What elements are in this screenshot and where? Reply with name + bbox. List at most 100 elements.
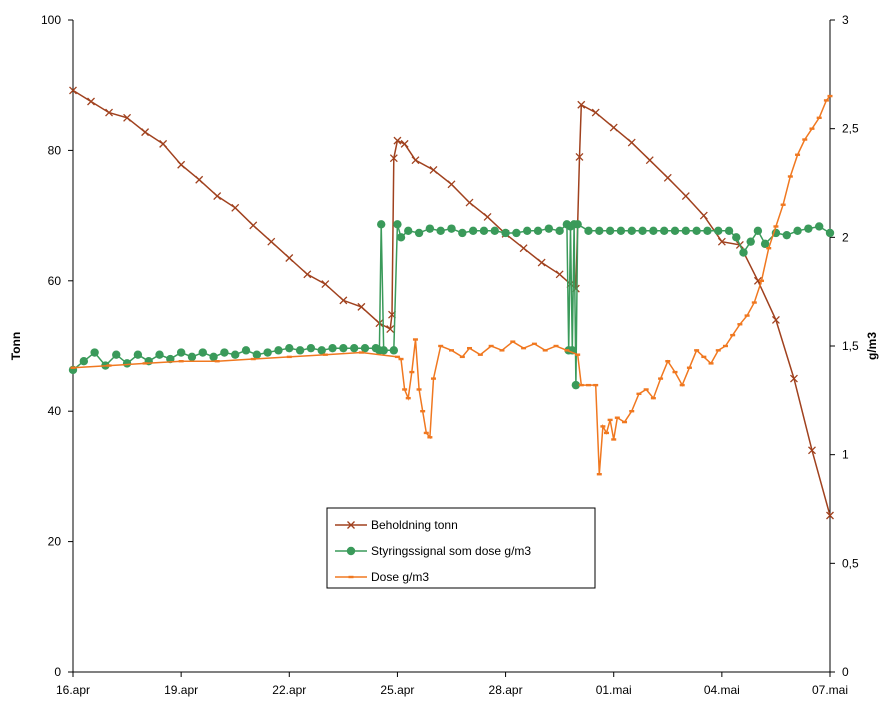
data-point	[404, 226, 413, 236]
data-point	[393, 220, 402, 229]
data-point	[568, 346, 577, 355]
data-point	[479, 226, 489, 236]
data-point	[447, 224, 456, 233]
data-point	[285, 254, 294, 262]
data-point	[789, 374, 798, 383]
data-point	[795, 153, 801, 156]
data-point	[804, 224, 813, 233]
data-point	[544, 224, 554, 233]
data-point	[328, 343, 337, 353]
data-point	[593, 383, 599, 387]
data-point	[252, 350, 262, 359]
data-point	[339, 296, 348, 305]
y-right-tick-label: 3	[842, 13, 849, 27]
series-1	[68, 220, 835, 390]
data-point	[533, 226, 543, 236]
series-line	[72, 89, 831, 516]
data-point	[577, 100, 586, 109]
data-point	[187, 352, 197, 362]
data-point	[629, 410, 635, 413]
series-line	[72, 95, 831, 475]
data-point	[681, 226, 691, 236]
data-point	[737, 323, 743, 326]
y-left-tick-label: 60	[48, 274, 62, 288]
data-point	[322, 353, 328, 356]
y-left-tick-label: 0	[54, 665, 61, 679]
data-point	[649, 226, 658, 236]
data-point	[802, 138, 808, 141]
legend-label: Dose g/m3	[371, 570, 429, 584]
data-point	[306, 343, 316, 353]
data-point	[465, 198, 474, 207]
data-point	[447, 180, 456, 189]
data-point	[724, 226, 734, 236]
data-point	[477, 353, 483, 356]
data-point	[686, 366, 692, 369]
data-point	[643, 388, 649, 391]
data-point	[436, 226, 445, 236]
series-line	[72, 222, 831, 386]
data-point	[766, 247, 772, 250]
data-point	[708, 362, 714, 365]
y-right-tick-label: 2,5	[842, 122, 859, 136]
data-point	[79, 357, 89, 366]
legend-item: Styringssignal som dose g/m3	[335, 544, 531, 558]
data-point	[249, 221, 258, 230]
data-point	[732, 233, 741, 242]
data-point	[467, 346, 473, 350]
data-point	[490, 226, 499, 236]
data-point	[751, 301, 757, 304]
data-point	[694, 349, 700, 352]
data-point	[809, 127, 815, 130]
data-point	[658, 377, 664, 380]
data-point	[787, 175, 793, 178]
data-point	[402, 388, 408, 391]
data-point	[627, 226, 636, 236]
data-point	[468, 226, 478, 236]
data-point	[409, 370, 415, 374]
data-point	[274, 346, 283, 355]
y-right-tick-label: 1,5	[842, 339, 859, 353]
data-point	[622, 420, 628, 424]
data-point	[564, 349, 570, 352]
data-point	[430, 377, 436, 380]
data-point	[112, 350, 121, 359]
data-point	[398, 357, 404, 361]
data-point	[717, 237, 726, 246]
data-point	[636, 392, 642, 396]
data-point	[555, 270, 564, 279]
data-point	[523, 226, 532, 236]
data-point	[759, 279, 765, 282]
data-point	[241, 346, 251, 355]
data-point	[400, 139, 409, 148]
y-left-tick-label: 100	[41, 13, 61, 27]
data-point	[722, 344, 728, 348]
data-point	[584, 226, 593, 236]
data-point	[303, 270, 312, 279]
data-point	[267, 237, 276, 246]
x-tick-label: 25.apr	[380, 683, 414, 697]
legend-label: Beholdning tonn	[371, 518, 458, 532]
data-point	[510, 340, 516, 343]
data-point	[295, 346, 305, 355]
data-point	[405, 396, 411, 400]
data-point	[429, 166, 438, 174]
data-point	[659, 226, 669, 236]
data-point	[744, 314, 750, 317]
data-point	[414, 228, 424, 238]
data-point	[438, 344, 444, 348]
data-point	[209, 352, 218, 362]
legend-item: Beholdning tonn	[335, 518, 458, 532]
data-point	[317, 346, 326, 355]
data-point	[90, 348, 99, 357]
data-point	[105, 108, 114, 117]
data-point	[663, 173, 672, 182]
legend-box	[326, 507, 596, 589]
data-point	[198, 348, 207, 357]
data-point	[692, 226, 701, 236]
data-point	[672, 370, 678, 374]
data-point	[377, 220, 386, 229]
data-point	[638, 226, 647, 236]
data-point	[542, 349, 548, 352]
data-point	[823, 99, 829, 102]
